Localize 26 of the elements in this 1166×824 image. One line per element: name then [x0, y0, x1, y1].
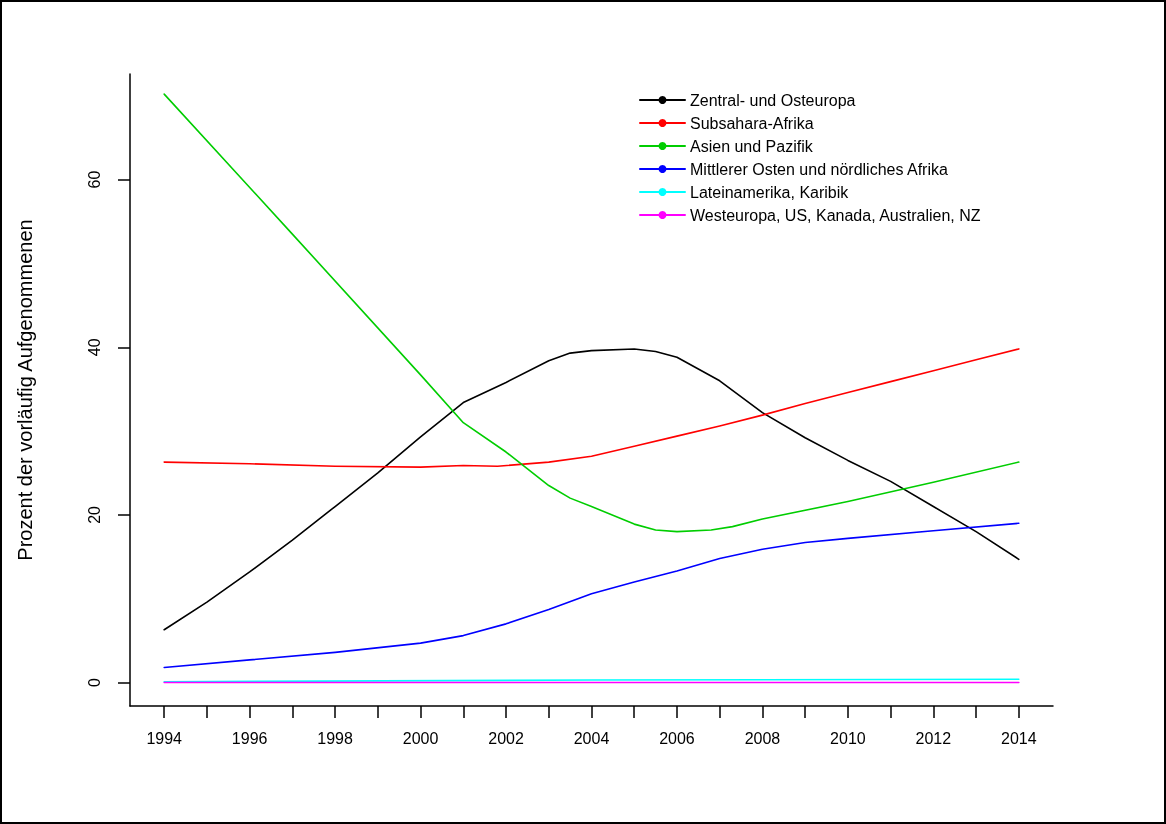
legend-label: Lateinamerika, Karibik [690, 183, 850, 201]
y-tick-label: 40 [85, 338, 103, 357]
legend-label: Westeuropa, US, Kanada, Australien, NZ [690, 206, 981, 224]
x-tick-label: 2008 [744, 729, 781, 747]
y-tick-label: 20 [85, 505, 103, 524]
line-series [163, 348, 1020, 631]
legend-label: Mittlerer Osten und nördliches Afrika [690, 160, 948, 178]
x-tick-label: 2004 [573, 729, 610, 747]
line-series [163, 522, 1020, 669]
x-tick-label: 2012 [915, 729, 952, 747]
line-series [163, 93, 1020, 533]
x-tick-label: 1998 [317, 729, 354, 747]
x-tick-label: 1996 [231, 729, 268, 747]
x-tick-label: 2000 [402, 729, 439, 747]
y-tick-label: 60 [85, 170, 103, 189]
x-tick-label: 2014 [1001, 729, 1037, 747]
y-axis-title: Prozent der vorläufig Aufgenommenen [14, 219, 36, 561]
x-tick-label: 2006 [659, 729, 695, 747]
x-tick-label: 1994 [146, 729, 183, 747]
legend-label: Zentral- und Osteuropa [690, 91, 856, 109]
x-tick-label: 2002 [488, 729, 524, 747]
y-tick-label: 0 [85, 677, 103, 687]
legend-label: Subsahara-Afrika [690, 114, 814, 132]
line-series [163, 348, 1020, 468]
legend-label: Asien und Pazifik [690, 137, 814, 155]
x-tick-label: 2010 [830, 729, 866, 747]
